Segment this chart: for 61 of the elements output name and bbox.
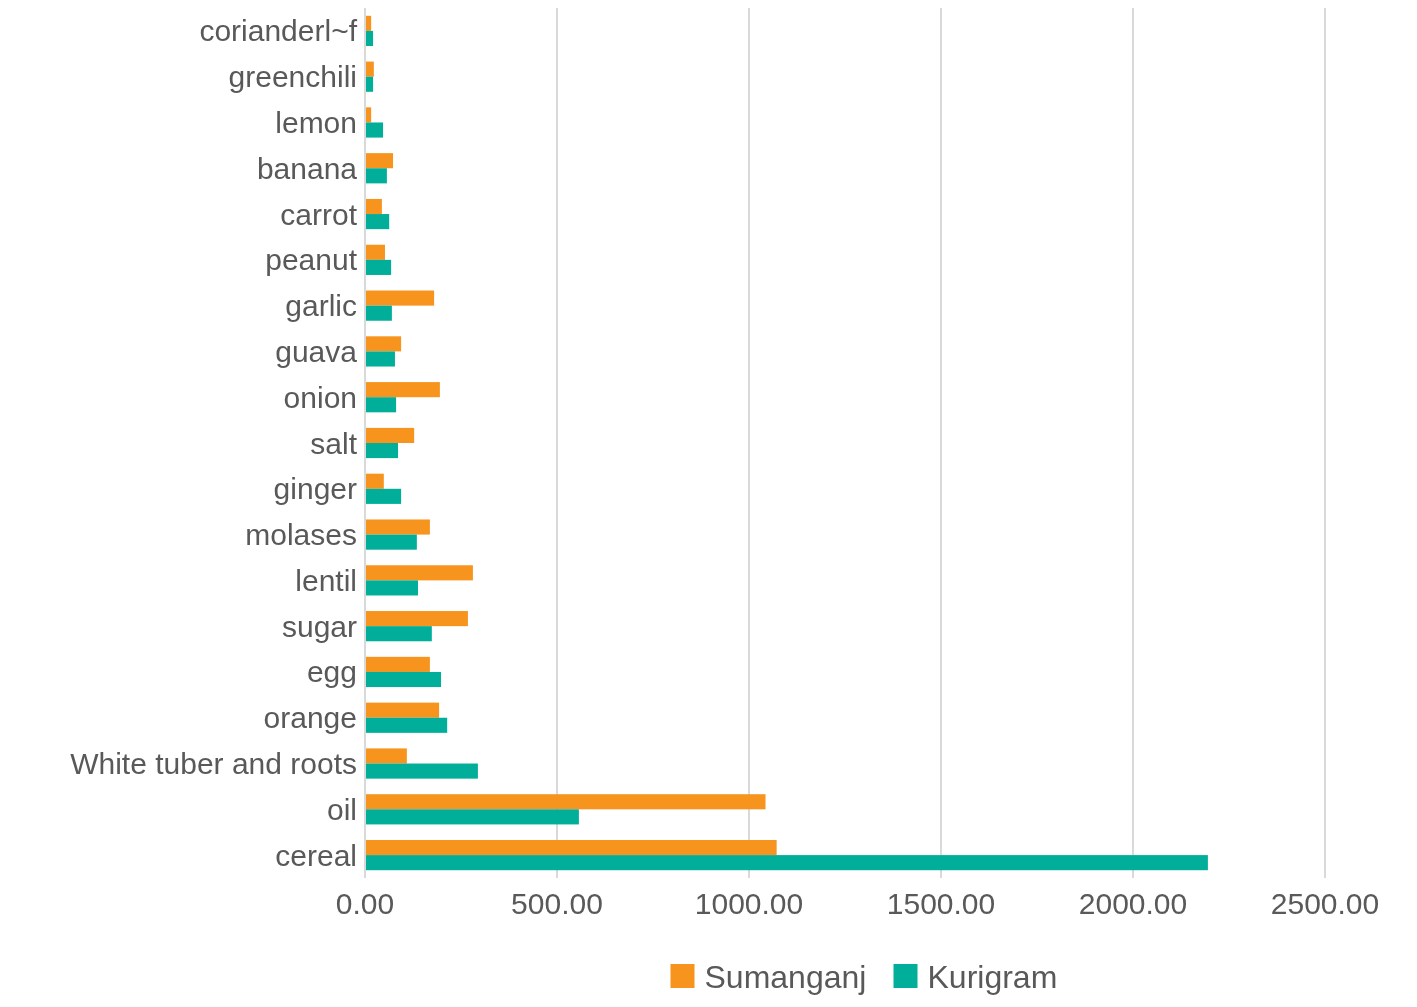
legend-label: Sumanganj [704,959,867,995]
y-tick-label: carrot [280,197,358,231]
legend-label: Kurigram [927,959,1058,995]
y-tick-label: garlic [285,289,357,323]
y-tick-label: sugar [281,609,358,643]
bar [365,626,432,642]
y-tick-label: peanut [265,243,358,277]
bar [365,443,399,459]
bar [365,351,395,367]
bar [365,382,440,398]
y-tick-label: oil [326,792,357,826]
bar [365,702,440,718]
bar [365,855,1208,871]
y-tick-label: molases [245,518,357,552]
bar [365,305,392,321]
y-tick-label: salt [310,426,358,460]
bar [365,259,392,275]
bar [365,244,385,260]
y-tick-label: lemon [275,105,357,139]
bar [365,153,394,169]
bar [365,809,579,825]
y-tick-label: banana [256,151,358,185]
bar [365,580,418,596]
y-tick-label: lentil [295,563,357,597]
bar [365,122,384,138]
y-tick-label: White tuber and roots [70,747,357,781]
bar [365,198,382,215]
x-tick-label: 0.00 [335,887,395,920]
bar [365,397,397,413]
x-tick-label: 1000.00 [694,887,804,920]
bar [365,748,407,764]
bar [365,519,430,535]
y-tick-label: orange [263,701,357,735]
bar [365,565,473,581]
bar [365,671,442,688]
bar [365,488,402,504]
y-tick-label: onion [283,380,357,414]
y-tick-label: corianderl~f [199,14,358,48]
bar [365,427,415,443]
bar [365,763,478,779]
x-tick-label: 500.00 [511,887,603,920]
bar [365,336,402,352]
x-tick-label: 1500.00 [886,887,996,920]
y-tick-label: egg [306,655,357,689]
y-tick-label: cereal [275,838,357,872]
bar [365,840,777,856]
bar [365,717,448,733]
bar [365,656,430,672]
bar [365,611,468,627]
y-tick-label: greenchili [228,60,357,94]
bar [365,473,384,489]
bar [365,61,374,77]
x-tick-label: 2500.00 [1270,887,1380,920]
bar [365,214,390,230]
y-tick-label: guava [275,334,358,368]
bar [365,168,387,184]
y-tick-label: ginger [273,472,357,506]
bar [365,290,435,306]
bar [365,794,766,810]
bar [365,534,417,550]
x-tick-label: 2000.00 [1078,887,1188,920]
